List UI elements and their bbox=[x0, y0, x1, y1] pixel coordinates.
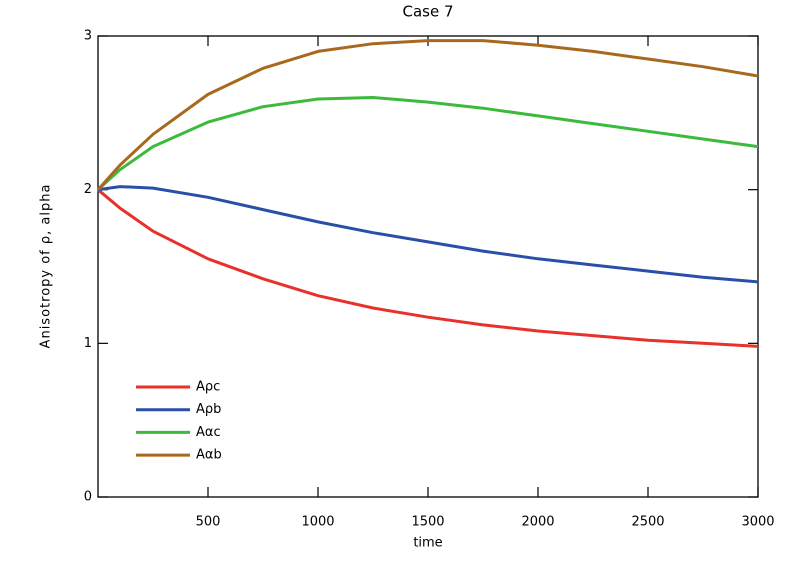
x-tick-label: 1500 bbox=[411, 515, 444, 530]
y-tick-label: 2 bbox=[84, 182, 92, 197]
legend-label: Aαb bbox=[196, 448, 222, 463]
series-line bbox=[96, 39, 759, 191]
x-tick-label: 2500 bbox=[631, 515, 664, 530]
legend-label: Aρc bbox=[196, 380, 220, 395]
legend-label: Aαc bbox=[196, 425, 221, 440]
x-axis-label: time bbox=[413, 536, 442, 551]
y-axis-label: Anisotropy of ρ, alpha bbox=[39, 184, 54, 349]
series-line bbox=[96, 96, 759, 191]
x-tick-label: 2000 bbox=[521, 515, 554, 530]
series-line bbox=[97, 188, 759, 348]
y-tick-label: 1 bbox=[84, 336, 92, 351]
x-tick-label: 1000 bbox=[301, 515, 334, 530]
chart-title: Case 7 bbox=[402, 3, 453, 21]
legend-label: Aρb bbox=[196, 402, 221, 417]
y-tick-label: 0 bbox=[84, 490, 92, 505]
series-line bbox=[97, 185, 759, 284]
x-tick-label: 3000 bbox=[741, 515, 774, 530]
y-tick-label: 3 bbox=[84, 29, 92, 44]
x-tick-label: 500 bbox=[196, 515, 221, 530]
